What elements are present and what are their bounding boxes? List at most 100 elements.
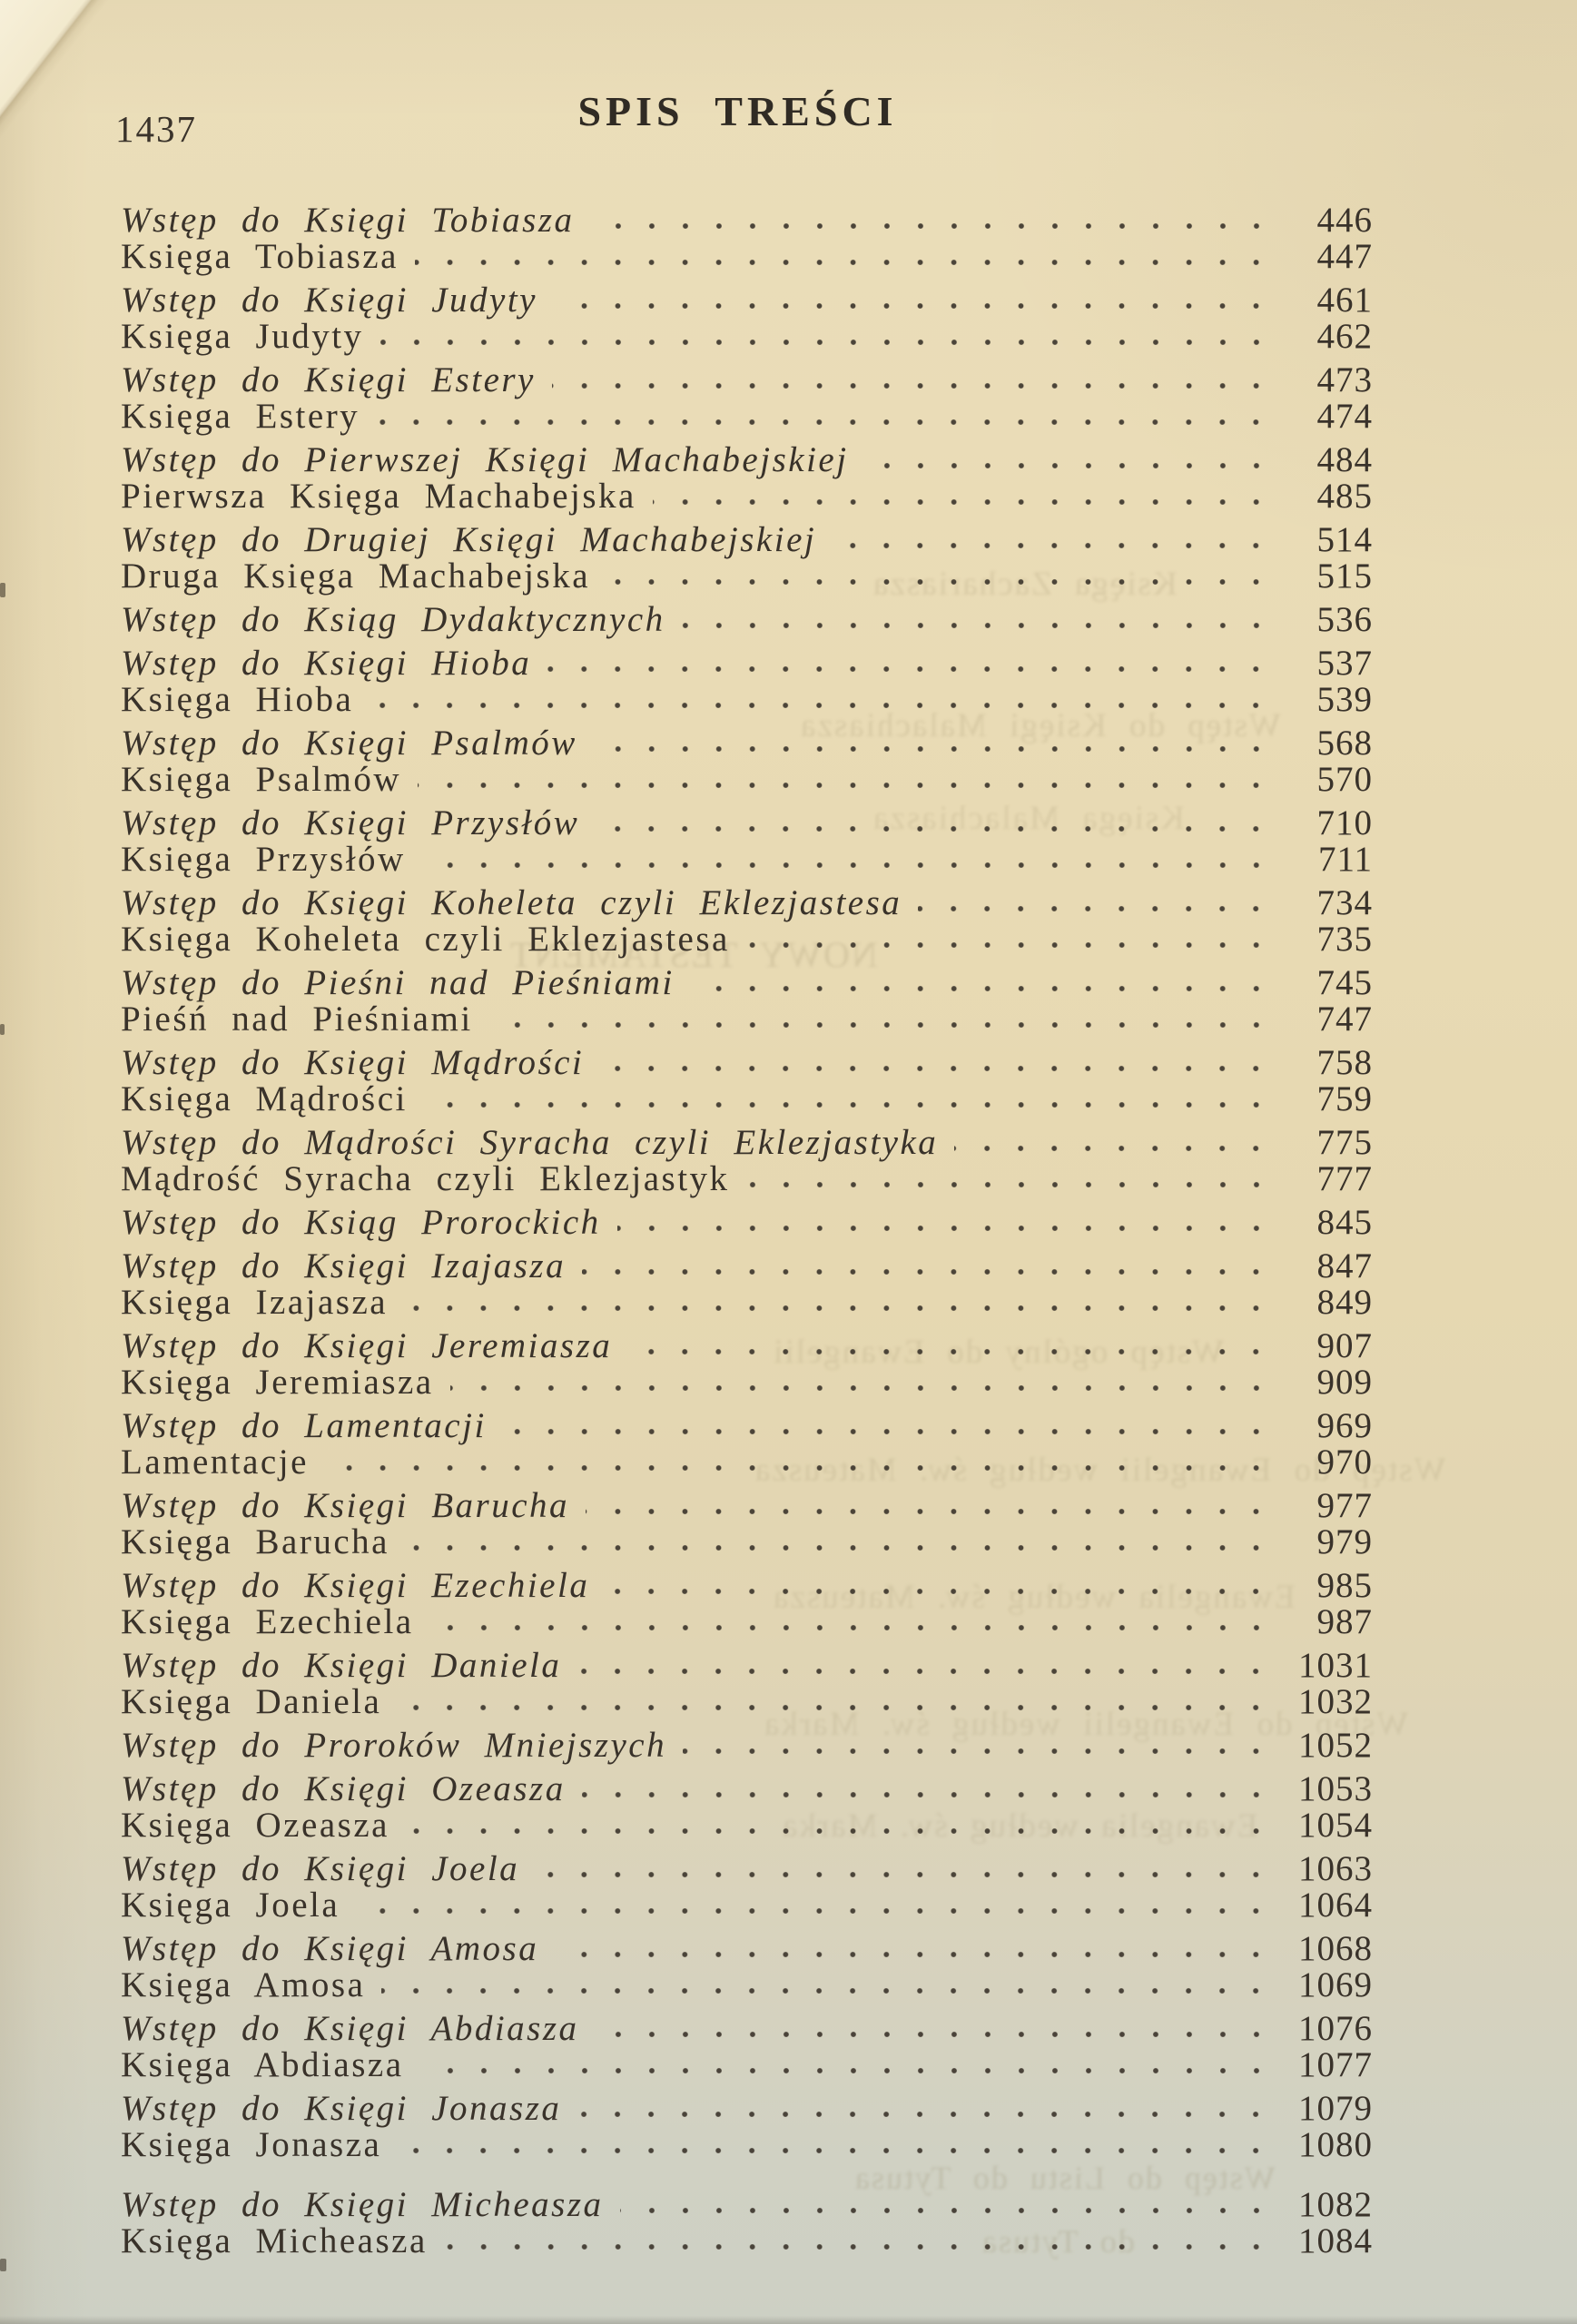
- toc-entry-page-number: 909: [1316, 1363, 1373, 1402]
- toc-row: Wstęp do Księgi Ozeasza 1053: [121, 1771, 1373, 1807]
- toc-row: Wstęp do Księgi Daniela 1031: [121, 1648, 1373, 1684]
- toc-entry-label: Wstęp do Księgi Koheleta czyli Eklezjast…: [121, 883, 902, 922]
- toc-row: Księga Izajasza 849: [121, 1285, 1373, 1321]
- toc-row: Księga Przysłów 711: [121, 842, 1373, 878]
- toc-entry-page-number: 979: [1316, 1522, 1373, 1561]
- dot-leader: [554, 282, 1273, 319]
- toc-entry-label: Wstęp do Ksiąg Prorockich: [121, 1203, 601, 1242]
- dot-leader: [419, 2047, 1273, 2083]
- toc-row: Wstęp do Księgi Mądrości 758: [121, 1045, 1373, 1081]
- dot-leader: [381, 1967, 1273, 2004]
- toc-entry-label: Wstęp do Księgi Abdiasza: [121, 2009, 579, 2048]
- toc-entry-page-number: 1031: [1298, 1646, 1373, 1685]
- toc-entry-page-number: 747: [1316, 1000, 1373, 1039]
- toc-row: Wstęp do Lamentacji 969: [121, 1408, 1373, 1444]
- toc-entry-page-number: 514: [1316, 520, 1373, 559]
- toc-row: Wstęp do Ksiąg Dydaktycznych 536: [121, 602, 1373, 638]
- page-title: SPIS TREŚCI: [577, 88, 898, 134]
- toc-row: Wstęp do Księgi Jonasza 1079: [121, 2091, 1373, 2127]
- toc-entry-label: Wstęp do Księgi Przysłów: [121, 803, 580, 842]
- dot-leader: [398, 1684, 1273, 1720]
- toc-row: Księga Daniela 1032: [121, 1684, 1373, 1720]
- toc-entry-label: Wstęp do Księgi Jonasza: [121, 2089, 562, 2128]
- toc-row: Księga Amosa 1069: [121, 1967, 1373, 2004]
- toc-entry-label: Wstęp do Księgi Daniela: [121, 1646, 562, 1685]
- toc-row: Wstęp do Ksiąg Prorockich 845: [121, 1205, 1373, 1241]
- page-corner-fold: [0, 0, 118, 159]
- toc-entry-page-number: 446: [1316, 201, 1373, 240]
- toc-entry-label: Księga Joela: [121, 1886, 340, 1925]
- toc-row: Pierwsza Księga Machabejska 485: [121, 478, 1373, 515]
- toc-entry-label: Wstęp do Księgi Psalmów: [121, 724, 577, 763]
- dot-leader: [596, 805, 1273, 842]
- toc-row: Księga Psalmów 570: [121, 762, 1373, 798]
- dot-leader: [628, 1328, 1273, 1364]
- toc-row: Wstęp do Mądrości Syracha czyli Eklezjas…: [121, 1125, 1373, 1161]
- toc-entry-page-number: 907: [1316, 1326, 1373, 1365]
- toc-entry-label: Wstęp do Księgi Hioba: [121, 644, 532, 683]
- toc-entry-page-number: 537: [1316, 644, 1373, 683]
- dot-leader: [606, 1568, 1273, 1604]
- dot-leader: [405, 1524, 1273, 1561]
- toc-row: Księga Jonasza 1080: [121, 2127, 1373, 2163]
- toc-entry-page-number: 735: [1316, 920, 1373, 959]
- toc-entry-page-number: 1063: [1298, 1849, 1373, 1888]
- dot-leader: [551, 362, 1273, 399]
- folio-page-number: 1437: [115, 108, 197, 150]
- toc-entry-label: Księga Judyty: [121, 317, 364, 356]
- toc-entry-page-number: 987: [1316, 1602, 1373, 1641]
- toc-entry-page-number: 1052: [1298, 1726, 1373, 1765]
- toc-row: Księga Judyty 462: [121, 319, 1373, 355]
- dot-leader: [404, 1285, 1273, 1321]
- toc-entry-label: Księga Jeremiasza: [121, 1363, 434, 1402]
- toc-entry-page-number: 758: [1316, 1043, 1373, 1082]
- dot-leader: [616, 1205, 1273, 1241]
- toc-entry-label: Księga Hioba: [121, 680, 354, 719]
- toc-entry-page-number: 515: [1316, 556, 1373, 596]
- toc-entry-label: Wstęp do Księgi Barucha: [121, 1486, 570, 1525]
- dot-leader: [619, 2187, 1273, 2223]
- toc-row: Księga Mądrości 759: [121, 1081, 1373, 1118]
- toc-entry-label: Wstęp do Księgi Tobiasza: [121, 201, 575, 240]
- dot-leader: [690, 965, 1273, 1001]
- toc-entry-label: Księga Amosa: [121, 1965, 366, 2004]
- dot-leader: [918, 885, 1273, 921]
- dot-leader: [600, 1045, 1273, 1081]
- toc-row: Wstęp do Księgi Amosa 1068: [121, 1931, 1373, 1967]
- toc-entry-label: Wstęp do Księgi Micheasza: [121, 2185, 604, 2224]
- dot-leader: [418, 762, 1273, 798]
- toc-row: Księga Ezechiela 987: [121, 1604, 1373, 1640]
- toc-entry-page-number: 759: [1316, 1079, 1373, 1118]
- toc-row: Wstęp do Pierwszej Księgi Machabejskiej 4…: [121, 442, 1373, 478]
- toc-entry-label: Księga Ezechiela: [121, 1602, 414, 1641]
- toc-entry-page-number: 710: [1316, 803, 1373, 842]
- toc-entry-label: Wstęp do Proroków Mniejszych: [121, 1726, 667, 1765]
- dot-leader: [745, 921, 1273, 958]
- toc-entry-page-number: 775: [1316, 1123, 1373, 1162]
- toc-entry-label: Księga Przysłów: [121, 840, 406, 879]
- toc-entry-label: Wstęp do Pieśni nad Pieśniami: [121, 963, 675, 1002]
- toc-row: Druga Księga Machabejska 515: [121, 558, 1373, 595]
- toc-entry-page-number: 447: [1316, 237, 1373, 276]
- table-of-contents: Wstęp do Księgi Tobiasza 446 Księga Tobias…: [121, 195, 1373, 2260]
- toc-entry-page-number: 474: [1316, 397, 1373, 436]
- toc-entry-page-number: 734: [1316, 883, 1373, 922]
- toc-entry-page-number: 462: [1316, 317, 1373, 356]
- toc-row: Mądrość Syracha czyli Eklezjastyk 777: [121, 1161, 1373, 1197]
- scan-edge-speck: [0, 583, 5, 597]
- toc-entry-page-number: 1054: [1298, 1806, 1373, 1845]
- toc-row: Wstęp do Księgi Hioba 537: [121, 645, 1373, 682]
- toc-entry-page-number: 1080: [1298, 2125, 1373, 2164]
- toc-row: Lamentacje 970: [121, 1444, 1373, 1481]
- dot-leader: [652, 478, 1273, 515]
- toc-entry-page-number: 484: [1316, 440, 1373, 479]
- scan-edge-speck: [0, 1024, 5, 1035]
- dot-leader: [864, 442, 1273, 478]
- toc-entry-page-number: 461: [1316, 281, 1373, 320]
- dot-leader: [488, 1001, 1273, 1038]
- toc-entry-page-number: 539: [1316, 680, 1373, 719]
- toc-entry-label: Księga Tobiasza: [121, 237, 399, 276]
- toc-entry-label: Księga Estery: [121, 397, 360, 436]
- toc-entry-label: Księga Izajasza: [121, 1283, 389, 1322]
